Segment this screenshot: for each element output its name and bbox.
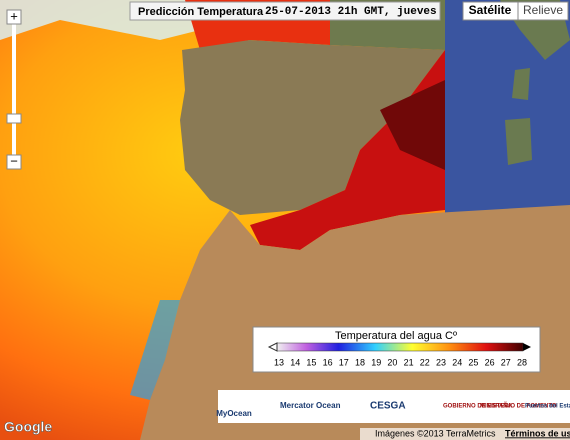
colorbar (276, 342, 524, 352)
date: 25-07-2013 21h GMT, jueves (265, 6, 437, 18)
logo-bar (218, 390, 570, 423)
legend-tick: 16 (323, 357, 333, 367)
logo: MINISTERIO DE FOMENTO (480, 404, 557, 410)
legend-tick: 22 (420, 357, 430, 367)
map-type-relief[interactable]: Relieve (523, 3, 563, 17)
colorbar-high (523, 343, 531, 351)
legend-tick: 26 (485, 357, 495, 367)
logo: CESGA (370, 401, 406, 412)
legend-title: Temperatura del agua Cº (335, 330, 457, 342)
legend-tick: 19 (371, 357, 381, 367)
logo: Puertos del Estado (525, 404, 570, 410)
map-type-satellite[interactable]: Satélite (469, 3, 512, 17)
legend-tick: 14 (290, 357, 300, 367)
title-box (129, 1, 441, 21)
legend-tick: 25 (468, 357, 478, 367)
legend-tick: 21 (404, 357, 414, 367)
title: Predicción Temperatura (138, 6, 264, 18)
zoom-thumb[interactable] (6, 113, 22, 124)
legend-tick: 15 (306, 357, 316, 367)
mediterranean (250, 50, 445, 250)
zoom-out[interactable]: − (10, 153, 18, 168)
google-brand: Google (4, 419, 52, 435)
zoom-out-box[interactable] (6, 154, 22, 170)
credits-bg (360, 428, 570, 440)
colorbar-low (267, 342, 278, 352)
upwelling (130, 300, 180, 400)
sardinia (505, 118, 532, 165)
button[interactable] (517, 1, 569, 21)
legend-tick: 18 (355, 357, 365, 367)
zoom-in[interactable]: + (10, 8, 18, 23)
legend-tick: 23 (436, 357, 446, 367)
logo: MyOcean (216, 409, 252, 418)
logo: Mercator Ocean (280, 401, 341, 410)
legend-tick: 27 (501, 357, 511, 367)
credits: Imágenes ©2013 TerraMetrics (375, 428, 496, 438)
legend-tick: 24 (452, 357, 462, 367)
legend-tick: 20 (387, 357, 397, 367)
zoom-in-box[interactable] (6, 9, 22, 25)
logo: GOBIERNO DE ESPAÑA (443, 403, 513, 410)
iberia (180, 40, 445, 215)
legend-tick: 28 (517, 357, 527, 367)
legend-tick: 13 (274, 357, 284, 367)
terms-link[interactable]: Términos de uso (505, 428, 570, 438)
africa (140, 205, 570, 440)
warm-core (380, 80, 445, 170)
legend-tick: 17 (339, 357, 349, 367)
corsica (512, 68, 530, 100)
